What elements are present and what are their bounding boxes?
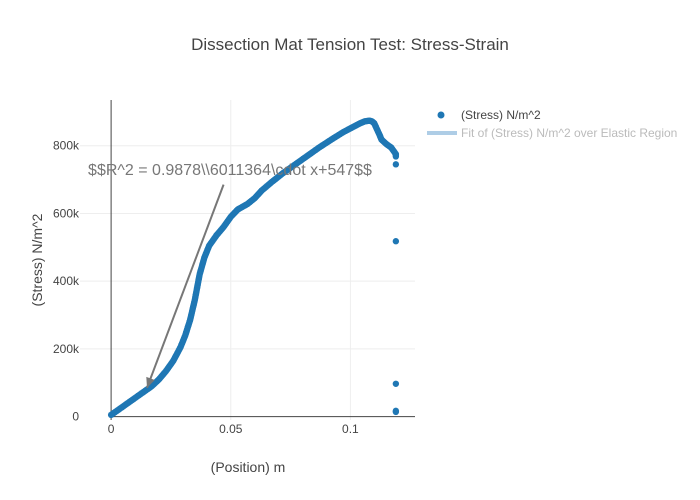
stress-markers[interactable]: [107, 117, 400, 419]
x-tick-label: 0: [108, 422, 115, 436]
legend: (Stress) N/m^2 Fit of (Stress) N/m^2 ove…: [427, 108, 677, 140]
outlier-point: [392, 161, 400, 168]
legend-item-stress[interactable]: (Stress) N/m^2: [437, 108, 541, 122]
y-tick-label: 800k: [53, 139, 80, 153]
y-tick-label: 200k: [53, 342, 80, 356]
annotation-arrow-line: [146, 184, 225, 389]
legend-label-stress: (Stress) N/m^2: [461, 108, 541, 122]
axes: 0 200k 400k 600k 800k 0 0.05 0.1: [53, 100, 415, 436]
fit-annotation: $$R^2 = 0.9878\\6011364\cdot x+547$$: [88, 162, 372, 389]
outlier-point: [392, 408, 400, 416]
y-tick-label: 400k: [53, 274, 80, 288]
legend-marker-icon: [437, 111, 445, 119]
grid-lines: [80, 100, 415, 420]
y-tick-label: 0: [72, 410, 79, 424]
x-axis-label: (Position) m: [211, 459, 286, 475]
chart-title: Dissection Mat Tension Test: Stress-Stra…: [191, 35, 509, 54]
x-tick-label: 0.05: [219, 422, 243, 436]
y-tick-label: 600k: [53, 206, 80, 220]
annotation-arrow-head: [146, 376, 155, 388]
legend-label-fit: Fit of (Stress) N/m^2 over Elastic Regio…: [461, 126, 677, 140]
legend-item-fit[interactable]: Fit of (Stress) N/m^2 over Elastic Regio…: [427, 126, 677, 140]
outlier-point: [392, 380, 400, 387]
data-point: [392, 153, 400, 160]
y-axis-label: (Stress) N/m^2: [29, 213, 45, 306]
annotation-text: $$R^2 = 0.9878\\6011364\cdot x+547$$: [88, 162, 372, 179]
outlier-point: [392, 238, 400, 245]
x-tick-label: 0.1: [342, 422, 359, 436]
